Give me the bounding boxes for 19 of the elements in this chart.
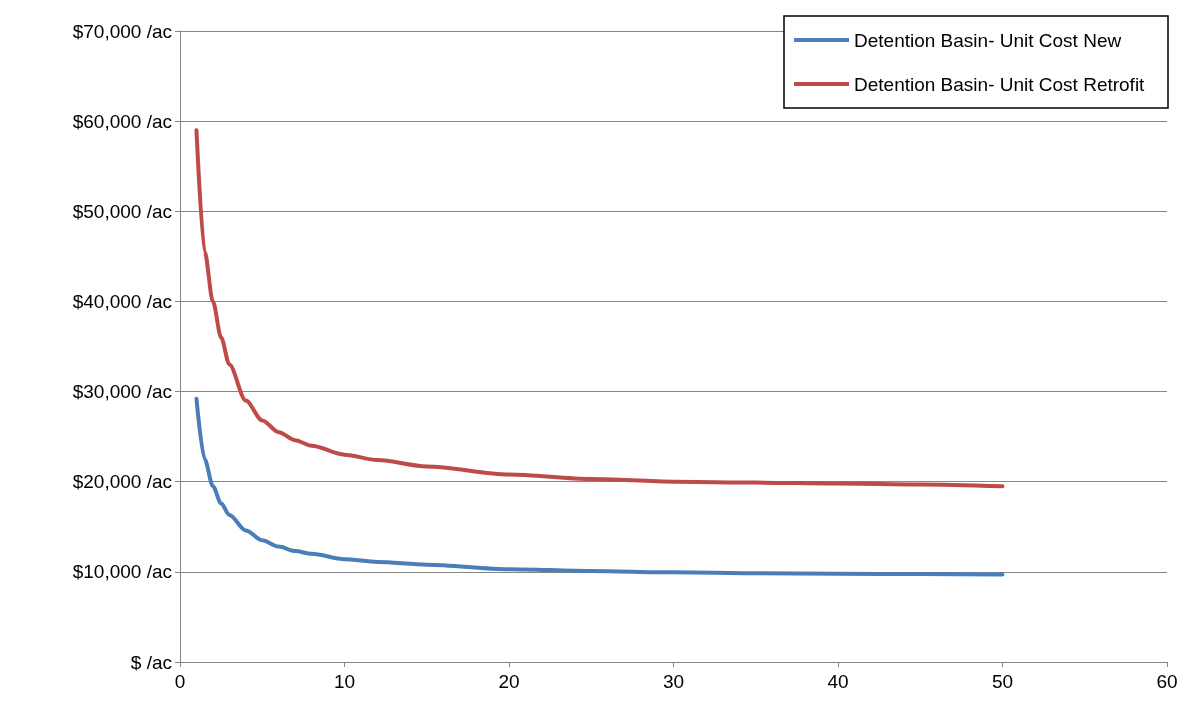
- x-tick-label: 10: [333, 671, 356, 692]
- x-tick-label: 40: [827, 671, 849, 692]
- legend-label: Detention Basin- Unit Cost Retrofit: [854, 73, 1146, 95]
- y-tick-label: $30,000 /ac: [72, 381, 172, 403]
- line-series: [194, 396, 1005, 577]
- x-tick-label: 0: [174, 671, 186, 692]
- x-tick-label: 50: [991, 671, 1014, 692]
- y-tick-label: $20,000 /ac: [72, 471, 172, 493]
- line-series: [194, 128, 1005, 489]
- x-tick-label: 60: [1156, 671, 1178, 692]
- y-tick-label: $70,000 /ac: [72, 20, 172, 42]
- y-tick-label: $10,000 /ac: [72, 561, 172, 583]
- y-tick-label: $ /ac: [130, 651, 172, 673]
- y-tick-label: $60,000 /ac: [72, 110, 172, 132]
- y-tick-label: $40,000 /ac: [72, 290, 172, 312]
- y-tick-label: $50,000 /ac: [72, 200, 172, 222]
- x-tick-label: 20: [498, 671, 520, 692]
- x-tick-label: 30: [662, 671, 685, 692]
- legend-label: Detention Basin- Unit Cost New: [854, 29, 1122, 51]
